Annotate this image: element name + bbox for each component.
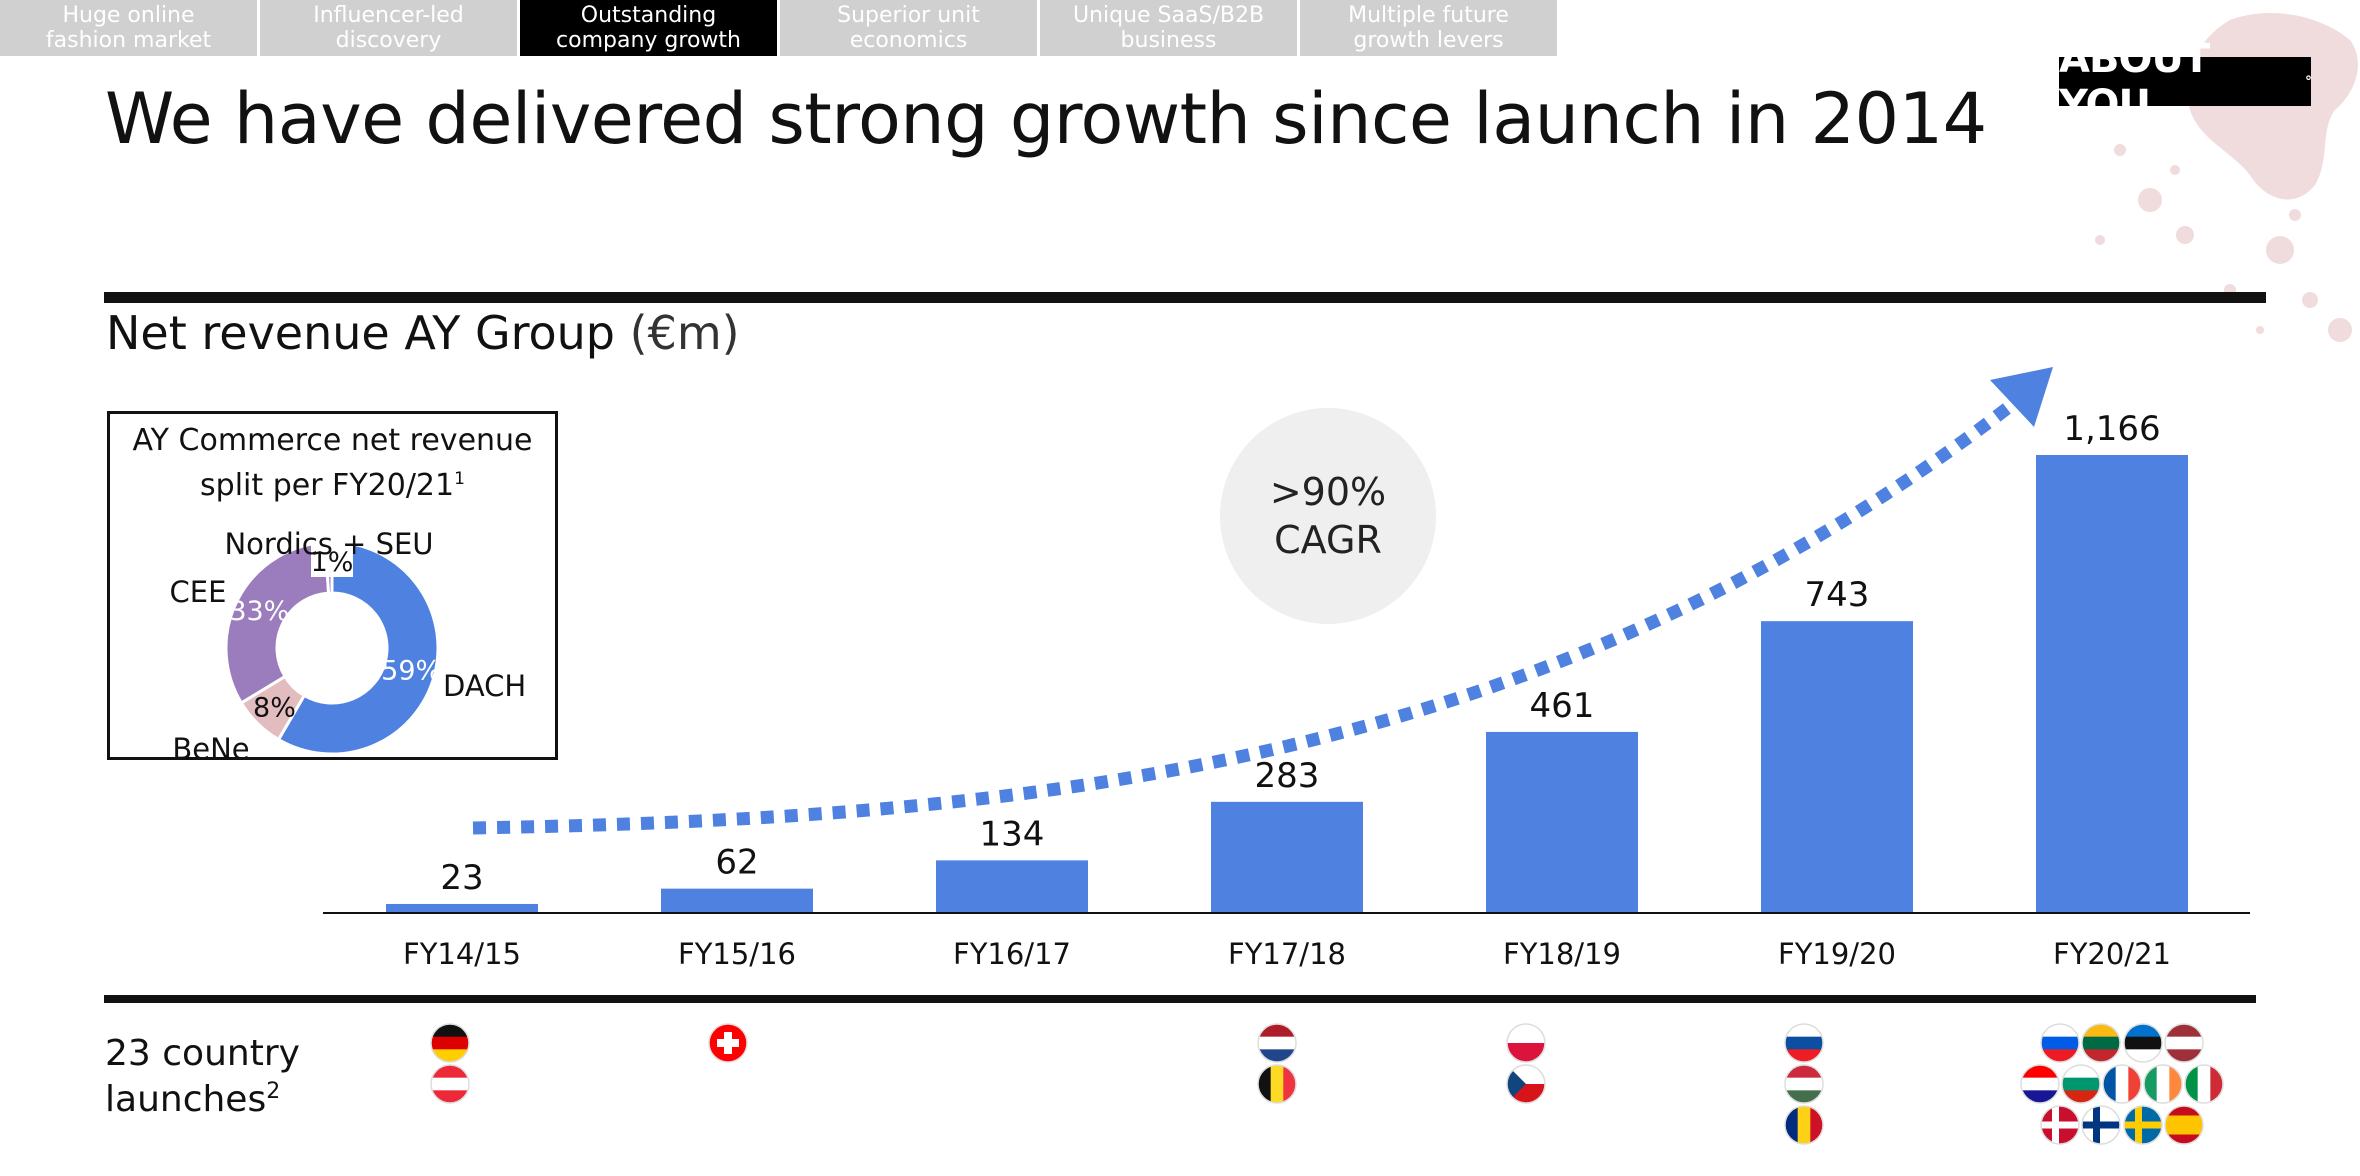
bar-FY20/21 bbox=[2036, 455, 2188, 913]
sweden-flag bbox=[2123, 1105, 2163, 1145]
logo-ring-mark: ° bbox=[2305, 73, 2312, 90]
poland-flag bbox=[1506, 1023, 1546, 1063]
tab-influencer-led-discovery[interactable]: Influencer-led discovery bbox=[260, 0, 517, 56]
bulgaria-flag bbox=[2061, 1064, 2101, 1104]
category-label: FY16/17 bbox=[953, 937, 1071, 971]
segment-label: DACH bbox=[443, 669, 526, 703]
bar-FY17/18 bbox=[1211, 801, 1363, 913]
bar-FY16/17 bbox=[936, 860, 1088, 913]
inset-title: AY Commerce net revenue split per FY20/2… bbox=[110, 422, 555, 505]
revenue-split-inset: AY Commerce net revenue split per FY20/2… bbox=[107, 411, 558, 763]
growth-trend-arrow bbox=[472, 386, 2033, 835]
segment-label: BeNe bbox=[172, 732, 249, 763]
value-label: 1,166 bbox=[2063, 409, 2160, 449]
country-launches-text: 23 country launches bbox=[105, 1033, 300, 1120]
growth-arrow-head bbox=[1990, 367, 2053, 427]
bottom-divider bbox=[104, 995, 2256, 1003]
tab-outstanding-company-growth[interactable]: Outstanding company growth bbox=[520, 0, 777, 56]
segment-label: Nordics + SEU bbox=[224, 527, 433, 561]
section-tabs: Huge online fashion market Influencer-le… bbox=[0, 0, 1563, 56]
pct-label: 8% bbox=[253, 692, 296, 723]
category-label: FY20/21 bbox=[2053, 937, 2171, 971]
net-revenue-bar-chart: 23 FY14/15 62 FY15/16 134 FY16/17 283 FY17/18 46… bbox=[323, 367, 2250, 971]
chart-heading-text: Net revenue AY Group bbox=[106, 306, 615, 360]
czech-republic-flag bbox=[1506, 1064, 1546, 1104]
value-label: 743 bbox=[1805, 575, 1870, 615]
category-label: FY15/16 bbox=[678, 937, 796, 971]
estonia-flag bbox=[2123, 1023, 2163, 1063]
category-label: FY14/15 bbox=[403, 937, 521, 971]
category-label: FY17/18 bbox=[1228, 937, 1346, 971]
cagr-label: CAGR bbox=[1274, 518, 1382, 562]
tab-superior-unit-economics[interactable]: Superior unit economics bbox=[780, 0, 1037, 56]
value-label: 134 bbox=[980, 814, 1045, 854]
bar-FY14/15 bbox=[386, 903, 538, 913]
footnote-marker: 2 bbox=[266, 1079, 281, 1104]
revenue-split-donut: 59% 8% 33% 1% DACH BeNe CEE Nordics + SEU bbox=[170, 527, 527, 763]
value-label: 23 bbox=[440, 858, 483, 898]
slovakia-flag bbox=[1784, 1023, 1824, 1063]
slovenia-flag bbox=[2040, 1023, 2080, 1063]
italy-flag bbox=[2184, 1064, 2224, 1104]
cagr-bubble: >90% CAGR bbox=[1220, 408, 1436, 624]
category-label: FY18/19 bbox=[1503, 937, 1621, 971]
cagr-value: >90% bbox=[1269, 470, 1387, 514]
switzerland-flag bbox=[708, 1023, 748, 1063]
chart-heading: Net revenue AY Group (€m) bbox=[106, 306, 740, 360]
lithuania-flag bbox=[2081, 1023, 2121, 1063]
value-label: 283 bbox=[1255, 756, 1320, 796]
category-label: FY19/20 bbox=[1778, 937, 1896, 971]
denmark-flag bbox=[2040, 1105, 2080, 1145]
segment-label: CEE bbox=[170, 575, 227, 609]
romania-flag bbox=[1784, 1105, 1824, 1145]
croatia-flag bbox=[2020, 1064, 2060, 1104]
pct-label: 33% bbox=[229, 596, 289, 627]
value-label: 461 bbox=[1530, 686, 1595, 726]
bar-FY15/16 bbox=[661, 888, 813, 913]
pct-label-background bbox=[311, 543, 353, 577]
ireland-flag bbox=[2143, 1064, 2183, 1104]
bar-FY18/19 bbox=[1486, 731, 1638, 913]
france-flag bbox=[2102, 1064, 2142, 1104]
slide-title: We have delivered strong growth since la… bbox=[105, 78, 1987, 160]
chart-heading-unit: (€m) bbox=[629, 306, 740, 360]
tab-multiple-future-growth-levers[interactable]: Multiple future growth levers bbox=[1300, 0, 1557, 56]
top-divider bbox=[104, 292, 2266, 303]
pct-label: 1% bbox=[311, 547, 354, 578]
bar-FY19/20 bbox=[1761, 621, 1913, 913]
netherlands-flag bbox=[1257, 1023, 1297, 1063]
latvia-flag bbox=[2164, 1023, 2204, 1063]
belgium-flag bbox=[1257, 1064, 1297, 1104]
footnote-marker: 1 bbox=[454, 469, 465, 489]
finland-flag bbox=[2081, 1105, 2121, 1145]
value-label: 62 bbox=[715, 843, 758, 883]
pct-label: 59% bbox=[381, 655, 441, 686]
donut-slice-dach bbox=[276, 540, 440, 756]
austria-flag bbox=[430, 1064, 470, 1104]
about-you-logo: ABOUT YOU ° bbox=[2059, 36, 2312, 128]
hungary-flag bbox=[1784, 1064, 1824, 1104]
germany-flag bbox=[430, 1023, 470, 1063]
tab-huge-online-fashion-market[interactable]: Huge online fashion market bbox=[0, 0, 257, 56]
country-launches-label: 23 country launches2 bbox=[105, 1035, 300, 1119]
logo-wordmark: ABOUT YOU bbox=[2059, 35, 2210, 128]
tab-unique-saas-b2b-business[interactable]: Unique SaaS/B2B business bbox=[1040, 0, 1297, 56]
inset-title-text: AY Commerce net revenue split per FY20/2… bbox=[132, 423, 533, 503]
spain-flag bbox=[2164, 1105, 2204, 1145]
